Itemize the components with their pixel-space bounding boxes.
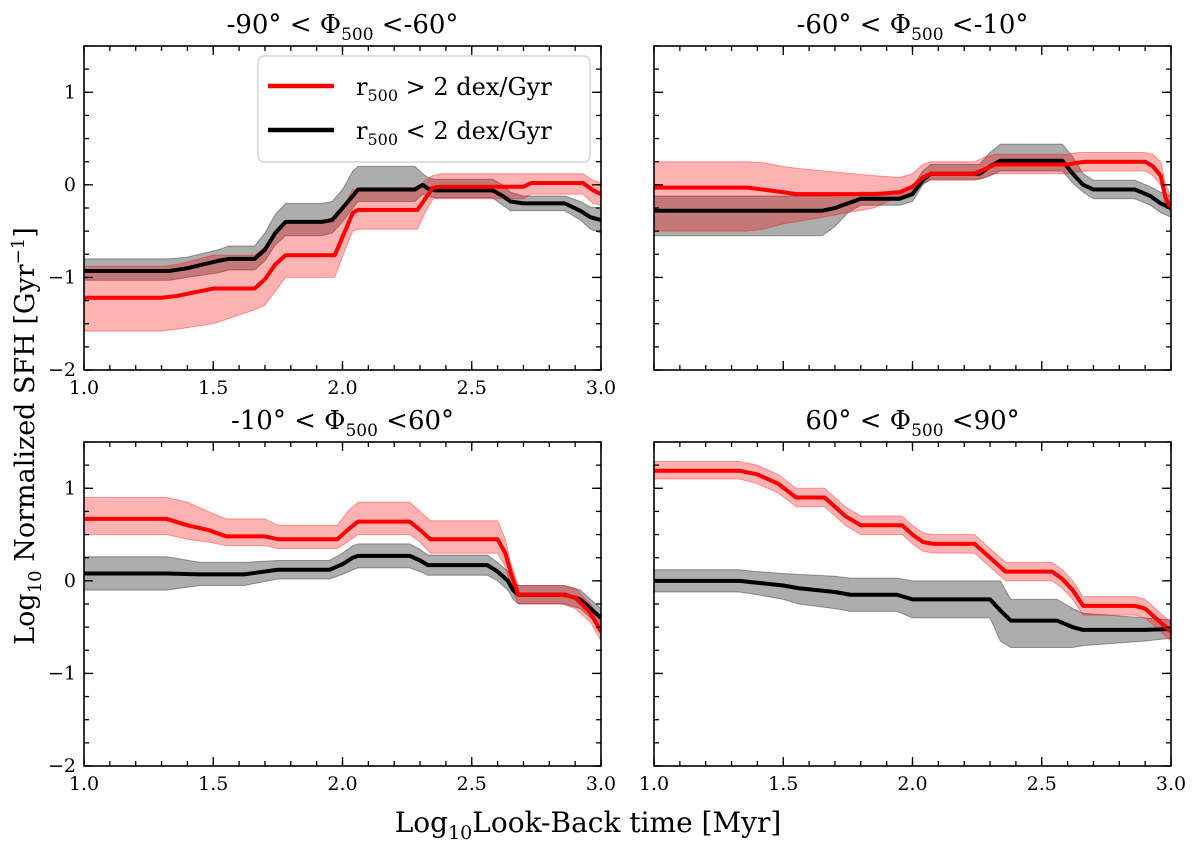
y-tick-label: −1 [48,266,76,288]
x-tick-label: 1.0 [69,377,99,399]
legend-black-sub: 500 [367,130,398,149]
panel-title-sub: 500 [911,25,943,45]
panel-title-sub: 500 [345,421,377,441]
x-axis-label-sub: 10 [448,822,472,842]
y-axis-label-end: ] [10,227,41,238]
x-tick-label: 2.0 [327,377,357,399]
black-uncertainty-band [84,165,601,281]
panel-title: -10° < Φ500 <60° [231,406,454,441]
x-tick-label: 2.0 [327,773,357,795]
y-axis-label-sub: 10 [25,570,46,593]
panel-3: 1.0 1.5 2.0 2.5 3.0 −2 −1 0 1 -10° < Φ500 <60° [48,406,616,795]
y-tick-label: 1 [64,81,76,103]
panel-title-pre: 60° < Φ [805,406,911,436]
y-tick-label: 0 [64,570,76,592]
legend-label-black: r500 < 2 dex/Gyr [356,117,552,149]
panel-title-sub: 500 [341,25,373,45]
legend-red-post: > 2 dex/Gyr [398,73,552,101]
legend: r500 > 2 dex/Gyr r500 < 2 dex/Gyr [257,55,591,163]
x-tick-label: 2.5 [457,377,487,399]
x-tick-label: 1.0 [69,773,99,795]
panel-title-sub: 500 [911,421,943,441]
panel-2: -60° < Φ500 <-10° [653,10,1172,371]
ticks [83,441,602,767]
ticks [653,45,1172,371]
red-series-line [654,468,1171,634]
plot-area [84,497,601,643]
x-tick-label: 1.5 [198,377,228,399]
x-tick-label: 3.0 [1156,773,1186,795]
ticks [653,441,1172,767]
black-uncertainty-band [654,143,1171,237]
y-axis-label-rest: Normalized SFH [Gyr [10,264,41,570]
black-series-line [654,578,1171,632]
panel-1: 1.0 1.5 2.0 2.5 3.0−2−101-90° < Φ500 <-60° [48,10,616,399]
x-axis-label-log: Log [395,806,448,839]
x-tick-label: 3.0 [586,377,616,399]
x-tick-label: 3.0 [586,773,616,795]
panel-title-pre: -10° < Φ [231,406,346,436]
red-series-line [84,516,601,633]
panel-title: -60° < Φ500 <-10° [797,10,1029,45]
panel-title-post: <-60° [374,10,459,40]
legend-black-post: < 2 dex/Gyr [398,117,552,145]
x-tick-label: 2.5 [1027,773,1057,795]
x-tick-label: 1.5 [768,773,798,795]
red-series-line [654,159,1171,209]
black-series-line [84,182,601,273]
y-tick-label: −1 [48,662,76,684]
x-tick-label: 1.5 [198,773,228,795]
panel-title-post: <60° [378,406,454,436]
plot-area [654,143,1171,237]
y-tick-label: 1 [64,477,76,499]
panels: 1.0 1.5 2.0 2.5 3.0−2−101-90° < Φ500 <-60° -6… [48,10,1186,795]
y-tick-label: −2 [48,755,76,777]
x-axis-label: Log10Look-Back time [Myr] [395,806,782,842]
black-uncertainty-band [654,569,1171,649]
panel-title: 60° < Φ500 <90° [805,406,1019,441]
y-tick-label: −2 [48,359,76,381]
y-axis-label-log: Log [10,593,41,644]
panel-title-pre: -60° < Φ [797,10,912,40]
red-series-line [84,181,601,300]
plot-area [84,165,601,332]
legend-red-pre: r [356,73,368,101]
legend-label-red: r500 > 2 dex/Gyr [356,73,552,105]
panel-title-post: <90° [944,406,1020,436]
legend-red-sub: 500 [367,86,398,105]
panel-4: 1.0 1.5 2.0 2.5 3.0 60° < Φ500 <90° [639,406,1186,795]
plot-area [654,460,1171,649]
x-tick-label: 1.0 [639,773,669,795]
ticks [83,45,602,371]
legend-black-pre: r [356,117,368,145]
panel-title-pre: -90° < Φ [227,10,342,40]
x-axis-label-rest: Look-Back time [Myr] [472,806,781,839]
y-axis-label: Log10 Normalized SFH [Gyr−1] [8,227,46,645]
red-uncertainty-band [654,460,1171,642]
panel-title: -90° < Φ500 <-60° [227,10,459,45]
y-tick-label: 0 [64,174,76,196]
x-tick-label: 2.0 [897,773,927,795]
panel-title-post: <-10° [944,10,1029,40]
legend-box [257,55,591,163]
y-axis-label-sup: −1 [8,238,29,265]
x-tick-label: 2.5 [457,773,487,795]
